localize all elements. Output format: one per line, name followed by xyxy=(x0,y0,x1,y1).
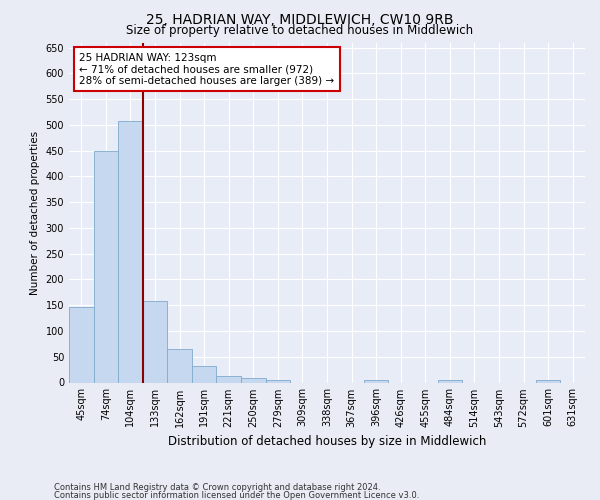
Bar xyxy=(241,378,266,382)
Bar xyxy=(118,122,143,382)
Bar xyxy=(217,376,241,382)
Bar xyxy=(536,380,560,382)
Bar xyxy=(192,366,217,382)
Text: 25, HADRIAN WAY, MIDDLEWICH, CW10 9RB: 25, HADRIAN WAY, MIDDLEWICH, CW10 9RB xyxy=(146,12,454,26)
Text: Contains public sector information licensed under the Open Government Licence v3: Contains public sector information licen… xyxy=(54,491,419,500)
Text: Contains HM Land Registry data © Crown copyright and database right 2024.: Contains HM Land Registry data © Crown c… xyxy=(54,484,380,492)
Bar xyxy=(266,380,290,382)
Bar xyxy=(94,150,118,382)
Bar xyxy=(437,380,462,382)
Bar xyxy=(364,380,388,382)
Bar xyxy=(143,301,167,382)
Text: 25 HADRIAN WAY: 123sqm
← 71% of detached houses are smaller (972)
28% of semi-de: 25 HADRIAN WAY: 123sqm ← 71% of detached… xyxy=(79,52,334,86)
X-axis label: Distribution of detached houses by size in Middlewich: Distribution of detached houses by size … xyxy=(168,435,486,448)
Y-axis label: Number of detached properties: Number of detached properties xyxy=(30,130,40,294)
Text: Size of property relative to detached houses in Middlewich: Size of property relative to detached ho… xyxy=(127,24,473,37)
Bar xyxy=(69,307,94,382)
Bar xyxy=(167,349,192,382)
